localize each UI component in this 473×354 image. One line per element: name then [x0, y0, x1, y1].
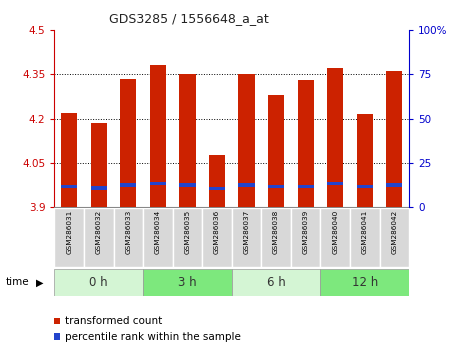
Bar: [238, 74, 254, 207]
Bar: [84, 208, 114, 267]
Bar: [173, 208, 202, 267]
Bar: [120, 79, 136, 207]
Text: 0 h: 0 h: [89, 276, 108, 289]
Bar: [143, 208, 173, 267]
Text: GSM286036: GSM286036: [214, 210, 220, 254]
Text: ▶: ▶: [35, 277, 43, 287]
Bar: [232, 208, 261, 267]
Bar: [386, 72, 403, 207]
Bar: [54, 269, 143, 296]
Bar: [54, 208, 84, 267]
Bar: [209, 155, 225, 207]
Bar: [268, 185, 284, 188]
Bar: [327, 182, 343, 185]
Text: GSM286037: GSM286037: [244, 210, 250, 254]
Text: 12 h: 12 h: [352, 276, 378, 289]
Bar: [357, 114, 373, 207]
Bar: [320, 269, 409, 296]
Text: transformed count: transformed count: [65, 316, 162, 326]
Text: GSM286031: GSM286031: [66, 210, 72, 254]
Bar: [386, 183, 403, 187]
Bar: [350, 208, 379, 267]
Bar: [238, 183, 254, 187]
Bar: [357, 185, 373, 188]
Bar: [202, 208, 232, 267]
Bar: [261, 208, 291, 267]
Bar: [91, 123, 107, 207]
Bar: [291, 208, 320, 267]
Text: GSM286042: GSM286042: [391, 210, 397, 254]
Text: time: time: [6, 277, 29, 287]
Bar: [150, 65, 166, 207]
Bar: [61, 185, 77, 188]
Text: GSM286038: GSM286038: [273, 210, 279, 254]
Bar: [179, 74, 195, 207]
Bar: [179, 183, 195, 187]
Text: 6 h: 6 h: [267, 276, 286, 289]
Bar: [320, 208, 350, 267]
Text: GSM286035: GSM286035: [184, 210, 191, 254]
Text: GSM286033: GSM286033: [125, 210, 131, 254]
Bar: [232, 269, 320, 296]
Text: GDS3285 / 1556648_a_at: GDS3285 / 1556648_a_at: [109, 12, 269, 25]
Bar: [209, 187, 225, 190]
Bar: [91, 186, 107, 189]
Bar: [298, 185, 314, 188]
Bar: [268, 95, 284, 207]
Bar: [143, 269, 232, 296]
Bar: [379, 208, 409, 267]
Text: GSM286039: GSM286039: [303, 210, 309, 254]
Text: GSM286041: GSM286041: [362, 210, 368, 254]
Bar: [298, 80, 314, 207]
Bar: [61, 113, 77, 207]
Text: percentile rank within the sample: percentile rank within the sample: [65, 332, 241, 342]
Text: GSM286040: GSM286040: [332, 210, 338, 254]
Bar: [120, 183, 136, 187]
Text: 3 h: 3 h: [178, 276, 197, 289]
Text: GSM286034: GSM286034: [155, 210, 161, 254]
Bar: [327, 68, 343, 207]
Bar: [150, 182, 166, 185]
Text: GSM286032: GSM286032: [96, 210, 102, 254]
Bar: [114, 208, 143, 267]
